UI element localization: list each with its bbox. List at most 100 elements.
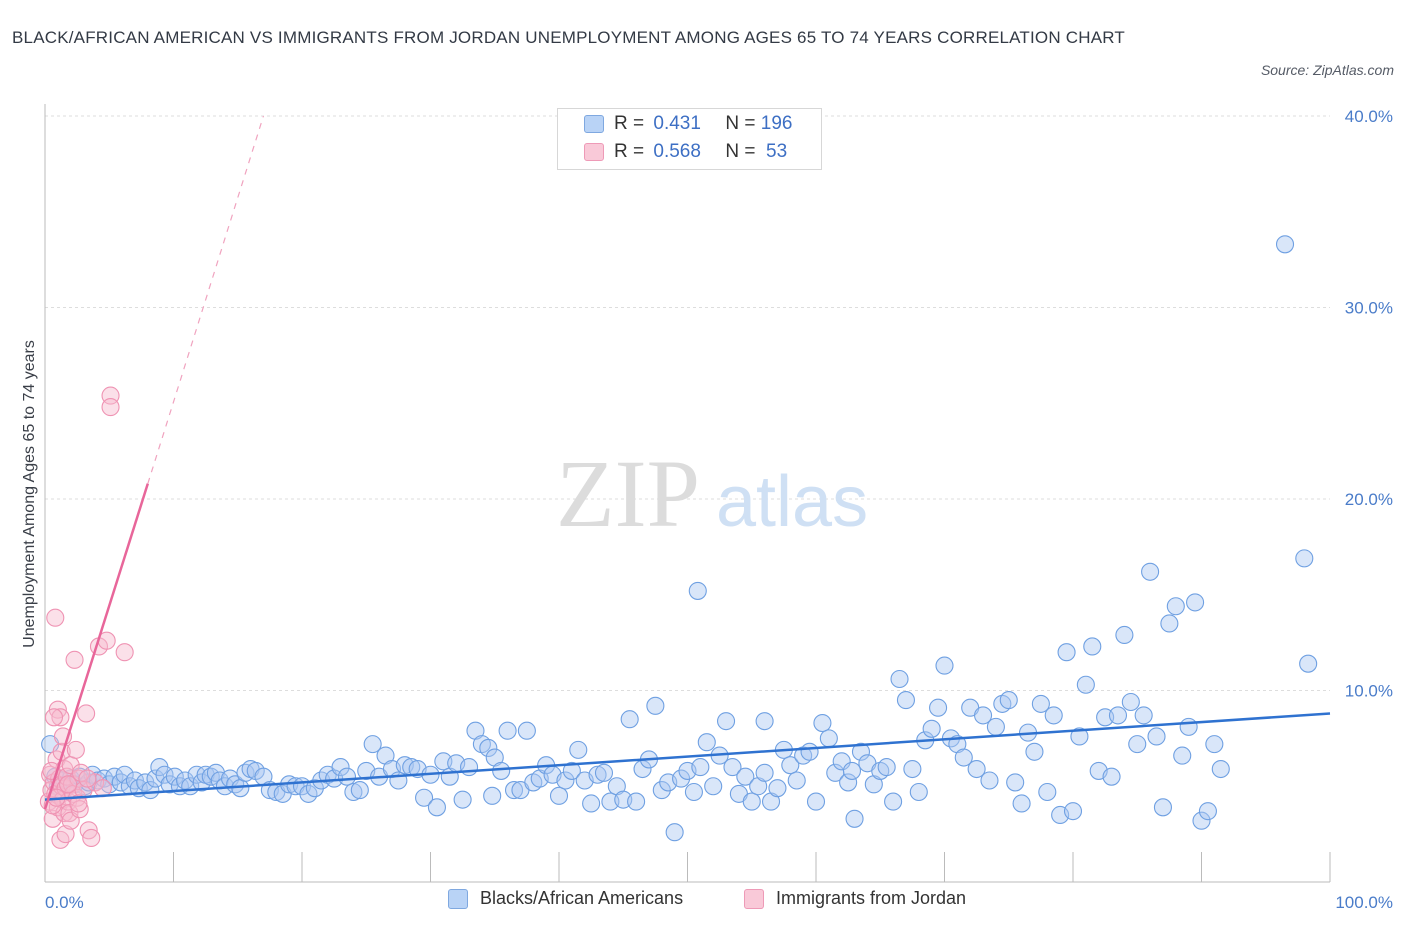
data-point: [1160, 614, 1179, 633]
data-point: [954, 748, 973, 767]
legend-swatch-jordan: [744, 888, 764, 909]
data-point: [672, 769, 691, 788]
data-point: [755, 763, 774, 782]
legend-row-blue: R = 0.431 N = 196: [584, 111, 792, 137]
data-point: [594, 763, 614, 782]
data-point: [736, 767, 755, 786]
data-point: [1121, 692, 1140, 712]
data-point: [1295, 549, 1314, 568]
data-point: [704, 777, 723, 796]
data-point: [46, 608, 65, 627]
data-point: [851, 742, 871, 761]
data-point: [1057, 643, 1076, 662]
legend-swatch-blue: [584, 115, 604, 133]
data-point: [1166, 597, 1185, 616]
legend-row-pink: R = 0.568 N = 53: [584, 139, 787, 165]
watermark-zip: ZIP: [556, 440, 700, 547]
data-point: [839, 773, 858, 792]
data-point: [1115, 625, 1134, 645]
data-point: [781, 756, 800, 775]
data-point: [986, 717, 1005, 736]
data-point: [697, 733, 716, 752]
data-point: [115, 643, 134, 662]
legend-r-label: R =: [614, 141, 650, 162]
legend-label-blacks: Blacks/African Americans: [480, 888, 684, 908]
series-immigrants-from-jordan: [39, 386, 134, 849]
source-label: Source: ZipAtlas.com: [1260, 62, 1394, 78]
data-point: [813, 714, 832, 733]
trend-line-jordan: [43, 483, 149, 810]
data-point: [688, 581, 707, 600]
data-point: [562, 761, 581, 780]
trend-line-jordan-extension: [147, 115, 265, 484]
data-point: [1211, 759, 1230, 779]
data-point: [1128, 735, 1147, 754]
data-point: [755, 712, 774, 731]
gridlines: [45, 115, 1330, 691]
data-point: [877, 758, 896, 777]
data-point: [806, 792, 826, 811]
data-point: [1070, 727, 1089, 746]
legend-swatch-pink: [584, 143, 604, 161]
data-point: [59, 775, 78, 794]
chart-title: BLACK/AFRICAN AMERICAN VS IMMIGRANTS FRO…: [12, 28, 1125, 47]
data-point: [69, 794, 88, 813]
data-point: [363, 735, 382, 754]
data-point: [691, 758, 710, 777]
legend-item-jordan: Immigrants from Jordan: [744, 888, 966, 909]
data-point: [890, 669, 909, 689]
data-point: [1025, 742, 1044, 761]
data-point: [1012, 794, 1031, 813]
data-point: [967, 759, 986, 779]
tick-labels: 10.0% 20.0% 30.0% 40.0% 0.0% 100.0%: [45, 107, 1393, 912]
data-point: [935, 656, 954, 675]
data-point: [1179, 717, 1198, 736]
data-point: [1108, 706, 1128, 725]
data-point: [896, 691, 916, 710]
x-tick-label: 0.0%: [45, 893, 84, 912]
data-point: [51, 708, 70, 727]
data-point: [1038, 782, 1057, 802]
axes: [44, 104, 1331, 883]
data-point: [903, 759, 922, 779]
data-point: [344, 782, 363, 802]
data-point: [1134, 706, 1153, 725]
y-axis-label: Unemployment Among Ages 65 to 74 years: [21, 340, 38, 648]
data-point: [742, 792, 761, 811]
data-point: [1192, 811, 1211, 830]
legend-n-label: N =: [725, 141, 761, 162]
trend-line-blacks: [44, 712, 1331, 801]
data-point: [909, 782, 928, 802]
data-point: [768, 779, 787, 798]
data-point: [165, 767, 184, 786]
data-point: [716, 712, 736, 731]
data-point: [1275, 235, 1295, 254]
y-tick-label: 20.0%: [1345, 490, 1393, 509]
legend-label-jordan: Immigrants from Jordan: [776, 888, 967, 908]
legend-item-blacks: Blacks/African Americans: [448, 888, 683, 909]
data-point: [1076, 675, 1095, 694]
data-point: [65, 650, 84, 669]
data-point: [479, 738, 498, 758]
data-point: [78, 769, 97, 788]
data-point: [973, 706, 993, 725]
data-point: [1299, 654, 1318, 673]
data-point: [1102, 767, 1121, 786]
data-point: [51, 830, 70, 849]
watermark-atlas: atlas: [716, 462, 868, 542]
data-point: [842, 761, 862, 780]
data-point: [556, 771, 575, 790]
data-point: [620, 710, 639, 729]
data-point: [980, 771, 999, 790]
legend-r-value: 0.431: [653, 113, 701, 134]
y-tick-label: 30.0%: [1345, 299, 1393, 318]
data-point: [101, 398, 120, 417]
data-point: [684, 782, 703, 802]
data-point: [1031, 694, 1050, 713]
data-point: [331, 758, 350, 777]
data-point: [1141, 562, 1160, 581]
legend-r-label: R =: [614, 113, 650, 134]
data-point: [582, 794, 601, 813]
data-point: [504, 781, 524, 800]
